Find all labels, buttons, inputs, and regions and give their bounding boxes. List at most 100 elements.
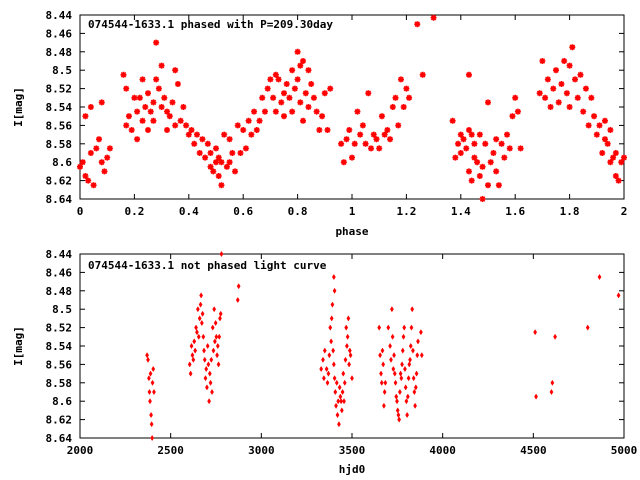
y-axis-label: I[mag] xyxy=(12,326,25,366)
data-point xyxy=(379,379,384,386)
data-point xyxy=(213,145,219,152)
data-point xyxy=(327,352,332,359)
data-point xyxy=(328,324,333,331)
data-point xyxy=(392,352,396,359)
data-point xyxy=(368,145,375,152)
data-point xyxy=(397,416,402,423)
y-tick-label: 8.54 xyxy=(46,101,73,114)
data-point xyxy=(409,324,414,331)
data-point xyxy=(396,411,401,419)
data-point xyxy=(207,398,212,405)
data-point xyxy=(607,127,614,133)
data-point xyxy=(289,67,296,74)
data-point xyxy=(332,287,337,294)
data-point xyxy=(248,131,255,138)
data-point xyxy=(348,352,353,359)
data-point xyxy=(621,154,627,161)
y-tick-label: 8.6 xyxy=(52,395,72,408)
data-point xyxy=(346,315,351,322)
data-point xyxy=(283,81,290,87)
data-point xyxy=(251,108,258,115)
data-point xyxy=(281,113,287,120)
data-point xyxy=(87,104,94,110)
data-point xyxy=(395,407,400,414)
data-point xyxy=(106,145,113,152)
data-point xyxy=(555,99,562,106)
plot-frame xyxy=(79,253,625,439)
x-tick-label: 4500 xyxy=(520,444,547,457)
data-point xyxy=(397,388,402,396)
data-point xyxy=(275,76,282,83)
data-point xyxy=(406,375,411,382)
data-point xyxy=(391,365,396,373)
data-point xyxy=(194,324,198,331)
data-point xyxy=(164,108,171,115)
x-tick-label: 1.8 xyxy=(560,205,580,218)
data-point xyxy=(125,113,132,120)
data-point xyxy=(474,159,481,166)
data-point xyxy=(343,136,350,143)
data-point xyxy=(399,375,404,382)
data-point xyxy=(229,150,236,156)
data-point xyxy=(392,370,397,377)
x-axis-label: phase xyxy=(335,225,368,238)
data-point xyxy=(577,71,584,78)
data-point xyxy=(380,347,385,354)
x-tick-label: 1.4 xyxy=(451,205,471,218)
data-point xyxy=(403,85,410,92)
data-point xyxy=(213,338,217,345)
data-point xyxy=(337,421,341,428)
data-point xyxy=(414,370,419,377)
data-point xyxy=(382,402,386,409)
data-point xyxy=(201,333,206,340)
data-point xyxy=(215,173,222,179)
data-point xyxy=(212,306,217,313)
data-point xyxy=(90,182,97,189)
data-point xyxy=(572,76,579,83)
data-point xyxy=(199,319,204,327)
data-point xyxy=(316,127,323,133)
data-point xyxy=(345,333,350,340)
data-point xyxy=(485,182,491,189)
data-point xyxy=(82,113,89,120)
data-point xyxy=(164,127,171,133)
data-point xyxy=(281,90,287,97)
data-point xyxy=(389,104,396,110)
data-point xyxy=(536,90,543,97)
data-point xyxy=(203,375,208,382)
y-tick-label: 8.48 xyxy=(46,46,73,59)
data-point xyxy=(77,163,83,170)
data-point xyxy=(264,85,271,92)
data-point xyxy=(387,136,394,143)
data-point xyxy=(294,48,301,55)
data-point xyxy=(236,283,241,290)
data-point xyxy=(209,356,214,363)
data-point xyxy=(612,150,619,156)
data-point xyxy=(187,361,192,368)
data-point xyxy=(191,140,198,147)
data-point xyxy=(172,122,179,129)
y-tick-label: 8.5 xyxy=(52,64,72,77)
data-point xyxy=(398,370,403,377)
data-point xyxy=(213,319,218,327)
data-point xyxy=(207,163,214,170)
data-point xyxy=(407,361,412,368)
data-point xyxy=(553,333,557,340)
data-point xyxy=(563,90,570,97)
x-tick-label: 2000 xyxy=(67,444,94,457)
data-point xyxy=(340,159,347,166)
data-point xyxy=(542,94,549,101)
x-tick-label: 1.6 xyxy=(505,205,525,218)
data-point xyxy=(218,159,225,166)
data-point xyxy=(205,384,209,391)
data-point xyxy=(169,99,176,106)
data-point xyxy=(205,342,210,350)
data-point xyxy=(207,150,214,156)
data-point xyxy=(370,131,377,138)
data-point xyxy=(319,365,324,373)
data-point xyxy=(158,104,165,110)
data-point xyxy=(553,67,559,74)
data-point xyxy=(514,108,521,115)
data-point xyxy=(193,347,198,354)
data-point xyxy=(610,154,617,161)
